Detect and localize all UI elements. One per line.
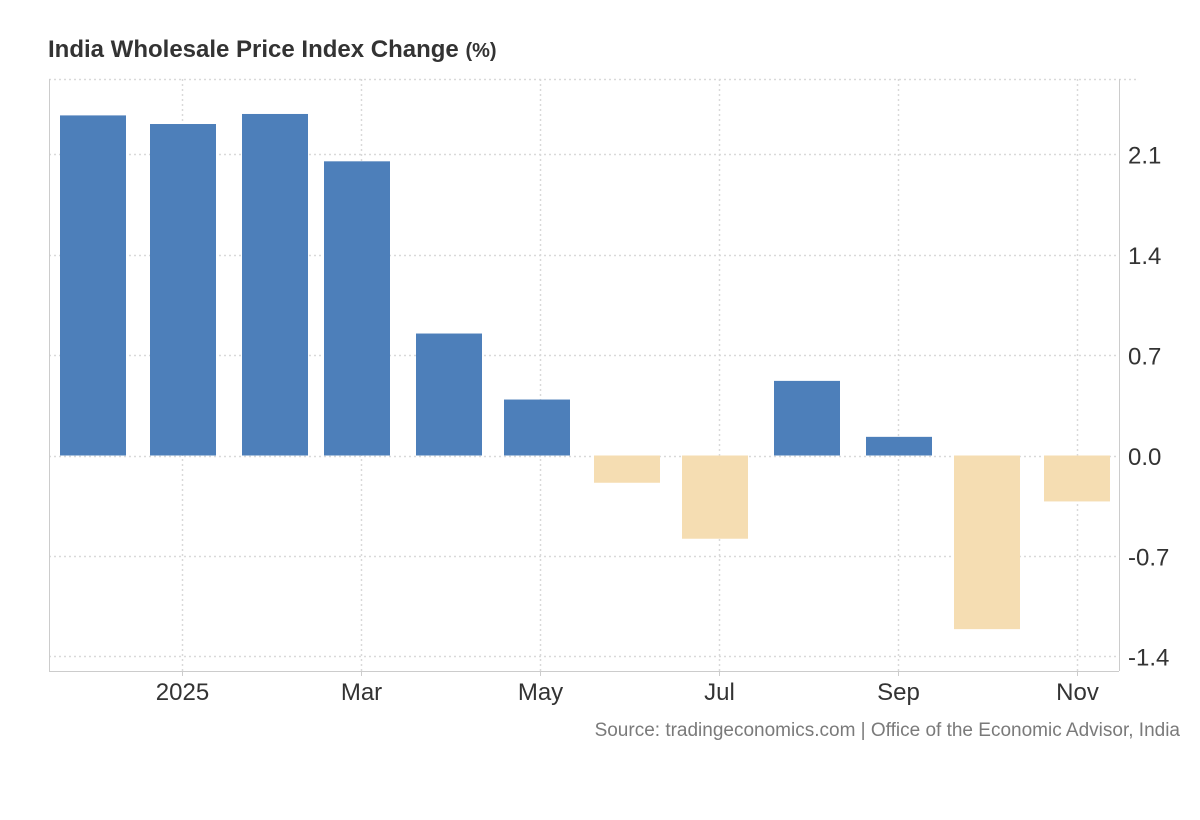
x-tick-label: May	[518, 679, 563, 706]
bar-jan-2025	[150, 124, 216, 456]
chart-title-text: India Wholesale Price Index Change	[48, 36, 459, 63]
bar-apr-2025	[416, 333, 482, 456]
y-tick-label: -1.4	[1128, 645, 1169, 672]
bar-jul-2025	[682, 455, 748, 539]
x-tick-label: Sep	[877, 679, 920, 706]
bar-jun-2025	[594, 455, 660, 483]
bar-mar-2025	[324, 161, 390, 456]
x-tick-label: Jul	[704, 679, 735, 706]
y-tick-label: 0.7	[1128, 343, 1161, 370]
bar-may-2025	[504, 399, 570, 456]
y-tick-label: 2.1	[1128, 142, 1161, 169]
x-tick-label: Mar	[341, 679, 382, 706]
x-tick-label: Nov	[1056, 679, 1099, 706]
bar-dec-2024	[60, 115, 126, 456]
bar-aug-2025	[774, 380, 840, 456]
x-tick-label: 2025	[156, 679, 209, 706]
chart-title-unit: (%)	[465, 40, 497, 62]
y-tick-label: -0.7	[1128, 544, 1169, 571]
y-tick-label: 0.0	[1128, 444, 1161, 471]
bar-feb-2025	[242, 113, 308, 456]
y-tick-label: 1.4	[1128, 243, 1161, 270]
bar-sep-2025	[866, 436, 932, 456]
chart-title: India Wholesale Price Index Change (%)	[48, 36, 497, 64]
bar-nov-2025	[1044, 455, 1110, 502]
bar-oct-2025	[954, 455, 1020, 630]
source-attribution: Source: tradingeconomics.com | Office of…	[594, 720, 1180, 741]
